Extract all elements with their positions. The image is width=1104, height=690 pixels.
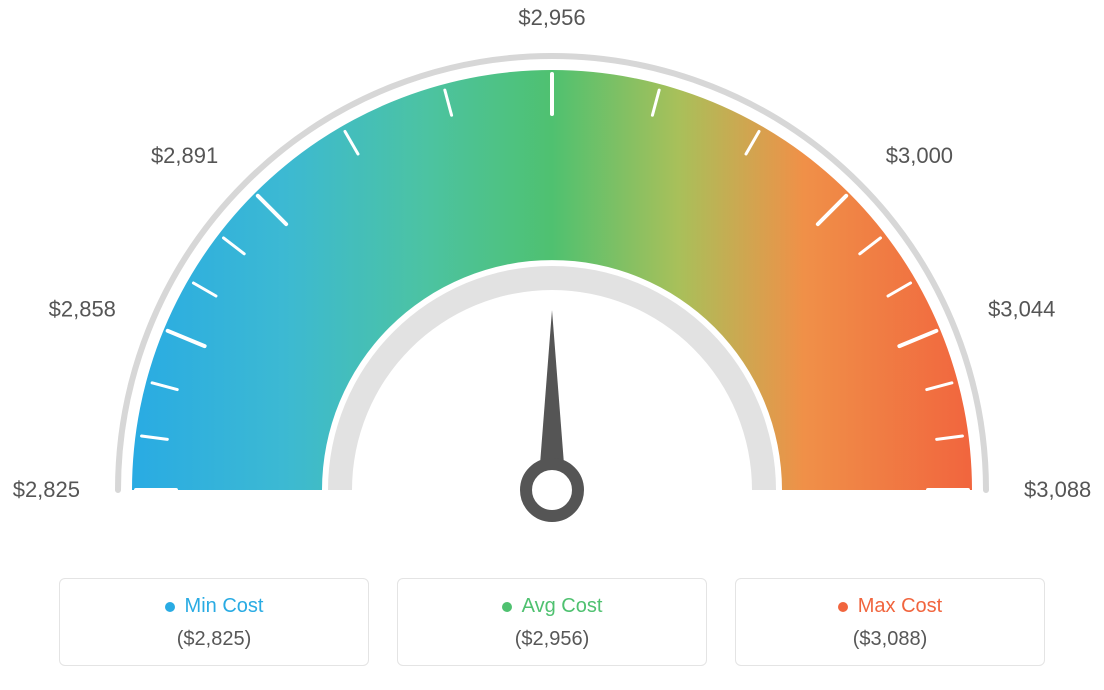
legend-max-label: Max Cost [858,595,942,618]
legend-min-label: Min Cost [185,595,264,618]
legend-min-value: ($2,825) [70,628,358,651]
legend-min-card: Min Cost ($2,825) [59,578,369,666]
legend-avg-label: Avg Cost [522,595,603,618]
gauge-tick-label: $2,891 [151,143,218,168]
gauge-tick-label: $2,858 [49,296,116,321]
legend-max-dot [838,602,848,612]
gauge-tick-label: $2,825 [13,477,80,502]
legend-avg-value: ($2,956) [408,628,696,651]
gauge-tick-label: $3,088 [1024,477,1091,502]
legend-avg-card: Avg Cost ($2,956) [397,578,707,666]
gauge-tick-label: $3,000 [886,143,953,168]
cost-gauge: $2,825 $2,858 $2,891 $2,956 $3,000 $3,044 $3,0… [0,0,1104,560]
gauge-tick-label: $2,956 [518,5,585,30]
legend-avg-dot [502,602,512,612]
gauge-tick-label: $3,044 [988,296,1055,321]
legend-min-dot [165,602,175,612]
legend-max-card: Max Cost ($3,088) [735,578,1045,666]
gauge-needle-hub [526,464,578,516]
legend-row: Min Cost ($2,825) Avg Cost ($2,956) Max … [0,578,1104,666]
legend-max-value: ($3,088) [746,628,1034,651]
